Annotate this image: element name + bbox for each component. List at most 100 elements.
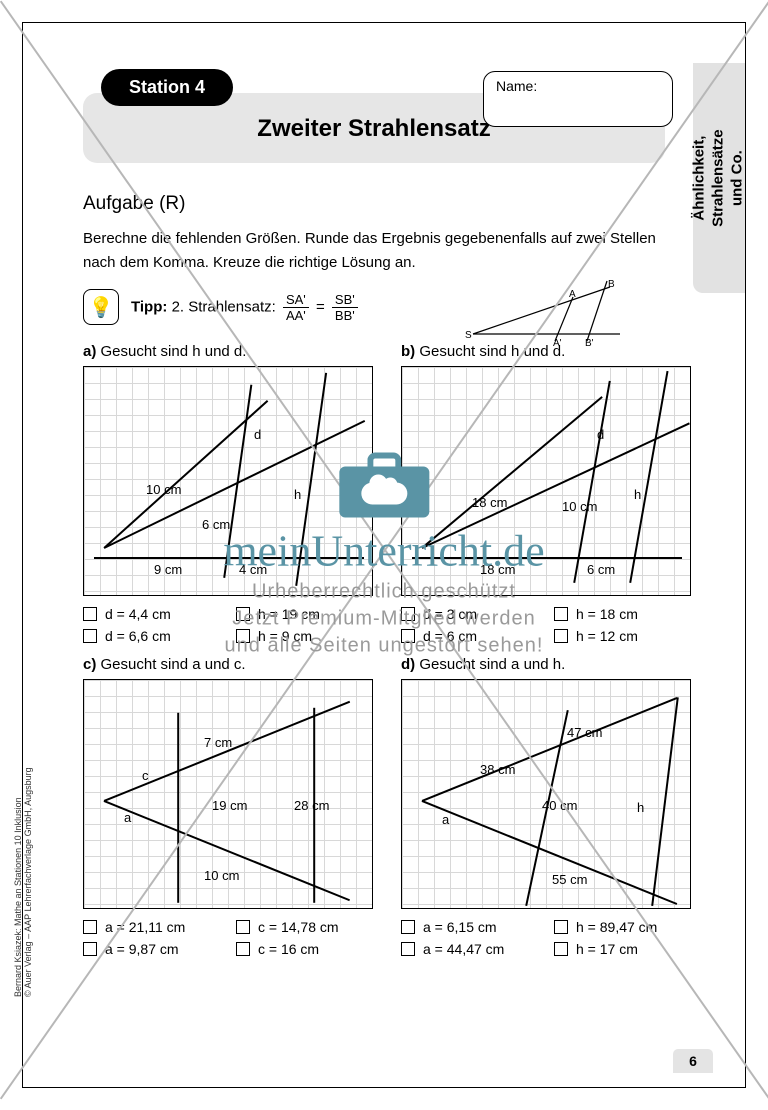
checkbox-icon[interactable] xyxy=(83,942,97,956)
answer-option[interactable]: d = 4,4 cm xyxy=(83,606,220,622)
problem-cell: b) Gesucht sind h und d.18 cm10 cmdh18 c… xyxy=(401,343,691,644)
side-tab-text: Ähnlichkeit, Strahlensätze und Co. xyxy=(691,129,747,227)
name-field[interactable]: Name: xyxy=(483,71,673,127)
diagram-box: 18 cm10 cmdh18 cm6 cm xyxy=(401,366,691,596)
svg-text:A: A xyxy=(569,289,576,300)
answers-block: a = 21,11 cm c = 14,78 cm a = 9,87 cm c = 1… xyxy=(83,919,373,957)
diagram-label: 10 cm xyxy=(146,482,181,497)
diagram-label: h xyxy=(637,800,644,815)
answer-option[interactable]: h = 89,47 cm xyxy=(554,919,691,935)
answer-text: c = 14,78 cm xyxy=(258,919,339,935)
diagram-line xyxy=(223,385,252,578)
diagram-label: d xyxy=(597,427,604,442)
diagram-line xyxy=(651,697,678,906)
diagram-line xyxy=(295,373,327,586)
answer-text: h = 17 cm xyxy=(576,941,638,957)
tipp-mini-diagram: S A B A' B' xyxy=(465,279,625,349)
answer-option[interactable]: a = 9,87 cm xyxy=(83,941,220,957)
diagram-label: 55 cm xyxy=(552,872,587,887)
checkbox-icon[interactable] xyxy=(236,920,250,934)
problem-cell: d) Gesucht sind a und h.47 cm38 cm40 cmh… xyxy=(401,656,691,957)
checkbox-icon[interactable] xyxy=(236,629,250,643)
answer-text: h = 19 cm xyxy=(258,606,320,622)
svg-text:A': A' xyxy=(553,338,562,349)
answer-option[interactable]: h = 19 cm xyxy=(236,606,373,622)
header-band: Station 4 Zweiter Strahlensatz Name: xyxy=(83,93,665,163)
problem-cell: c) Gesucht sind a und c.7 cmc19 cm28 cma… xyxy=(83,656,373,957)
answer-option[interactable]: h = 12 cm xyxy=(554,628,691,644)
diagram-label: 6 cm xyxy=(202,517,230,532)
checkbox-icon[interactable] xyxy=(236,942,250,956)
diagram-label: a xyxy=(442,812,449,827)
task-heading: Aufgabe (R) xyxy=(83,193,665,215)
station-pill: Station 4 xyxy=(101,69,233,106)
diagram-label: 4 cm xyxy=(239,562,267,577)
answer-option[interactable]: a = 6,15 cm xyxy=(401,919,538,935)
diagram-label: 40 cm xyxy=(542,798,577,813)
diagram-label: 18 cm xyxy=(472,495,507,510)
checkbox-icon[interactable] xyxy=(554,942,568,956)
diagram-label: h xyxy=(634,487,641,502)
checkbox-icon[interactable] xyxy=(554,629,568,643)
answer-text: d = 3 cm xyxy=(423,606,477,622)
diagram-label: 10 cm xyxy=(562,499,597,514)
diagram-line xyxy=(629,371,668,583)
diagram-label: d xyxy=(254,427,261,442)
diagram-label: 10 cm xyxy=(204,868,239,883)
lightbulb-icon: 💡 xyxy=(83,289,119,325)
diagram-label: 47 cm xyxy=(567,725,602,740)
svg-text:S: S xyxy=(465,330,472,341)
answer-option[interactable]: a = 44,47 cm xyxy=(401,941,538,957)
diagram-label: 7 cm xyxy=(204,735,232,750)
checkbox-icon[interactable] xyxy=(554,920,568,934)
page-border: Ähnlichkeit, Strahlensätze und Co. Stati… xyxy=(22,22,746,1088)
diagram-label: 9 cm xyxy=(154,562,182,577)
answer-text: h = 18 cm xyxy=(576,606,638,622)
problems-grid: a) Gesucht sind h und d. 10 cm 6 cm d h 9 cm 4… xyxy=(83,343,665,957)
page-number: 6 xyxy=(673,1049,713,1073)
answer-option[interactable]: a = 21,11 cm xyxy=(83,919,220,935)
diagram-label: a xyxy=(124,810,131,825)
checkbox-icon[interactable] xyxy=(401,920,415,934)
problem-label: a) Gesucht sind h und d. xyxy=(83,343,373,360)
answer-option[interactable]: c = 14,78 cm xyxy=(236,919,373,935)
answer-option[interactable]: d = 6 cm xyxy=(401,628,538,644)
problem-label: d) Gesucht sind a und h. xyxy=(401,656,691,673)
diagram-label: 19 cm xyxy=(212,798,247,813)
problem-label: c) Gesucht sind a und c. xyxy=(83,656,373,673)
answer-option[interactable]: h = 18 cm xyxy=(554,606,691,622)
checkbox-icon[interactable] xyxy=(83,920,97,934)
name-label: Name: xyxy=(496,78,537,94)
checkbox-icon[interactable] xyxy=(401,942,415,956)
answer-option[interactable]: d = 6,6 cm xyxy=(83,628,220,644)
answer-text: h = 9 cm xyxy=(258,628,312,644)
answer-option[interactable]: h = 9 cm xyxy=(236,628,373,644)
diagram-label: h xyxy=(294,487,301,502)
problem-cell: a) Gesucht sind h und d. 10 cm 6 cm d h 9 cm 4… xyxy=(83,343,373,644)
answer-option[interactable]: h = 17 cm xyxy=(554,941,691,957)
answer-option[interactable]: d = 3 cm xyxy=(401,606,538,622)
copyright-text: Bernard Ksiazek: Mathe an Stationen 10 I… xyxy=(13,767,33,997)
answer-option[interactable]: c = 16 cm xyxy=(236,941,373,957)
diagram-line xyxy=(573,381,610,583)
answer-text: c = 16 cm xyxy=(258,941,319,957)
answers-block: d = 3 cm h = 18 cm d = 6 cm h = 12 cm xyxy=(401,606,691,644)
diagram-label: c xyxy=(142,768,149,783)
answers-block: a = 6,15 cm h = 89,47 cm a = 44,47 cm h = 1… xyxy=(401,919,691,957)
diagram-line xyxy=(412,557,682,559)
answer-text: d = 4,4 cm xyxy=(105,606,171,622)
checkbox-icon[interactable] xyxy=(401,607,415,621)
diagram-label: 18 cm xyxy=(480,562,515,577)
checkbox-icon[interactable] xyxy=(236,607,250,621)
checkbox-icon[interactable] xyxy=(554,607,568,621)
diagram-line xyxy=(104,420,365,549)
checkbox-icon[interactable] xyxy=(83,607,97,621)
checkbox-icon[interactable] xyxy=(401,629,415,643)
answer-text: a = 44,47 cm xyxy=(423,941,504,957)
diagram-line xyxy=(177,713,179,903)
tipp-row: 💡 Tipp: 2. Strahlensatz: SA'AA' = SB'BB'… xyxy=(83,289,665,325)
answers-block: d = 4,4 cm h = 19 cm d = 6,6 cm h = 9 cm xyxy=(83,606,373,644)
checkbox-icon[interactable] xyxy=(83,629,97,643)
answer-text: d = 6 cm xyxy=(423,628,477,644)
answer-text: a = 9,87 cm xyxy=(105,941,179,957)
